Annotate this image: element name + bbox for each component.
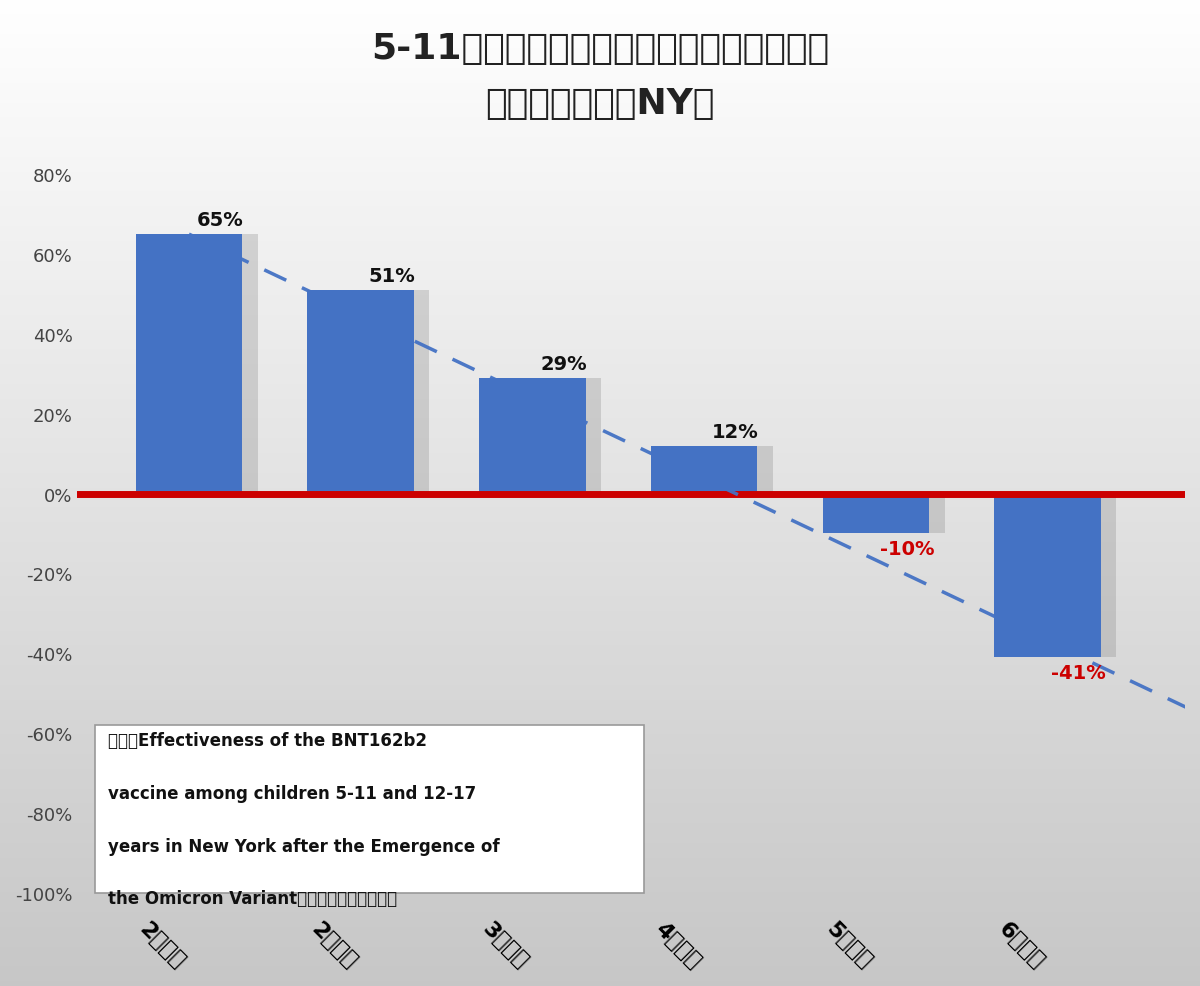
Bar [650,447,757,494]
Text: 65%: 65% [197,211,244,230]
Bar [136,235,242,494]
Bar [995,494,1100,658]
Bar [1010,494,1116,658]
Text: 週ごとの推移：NY州: 週ごとの推移：NY州 [485,87,715,120]
Text: -10%: -10% [880,540,934,559]
FancyBboxPatch shape [95,726,644,892]
Text: 5-11歳ワクチン完全接種後の感染防止効果: 5-11歳ワクチン完全接種後の感染防止効果 [371,32,829,65]
Bar [494,379,601,494]
Bar [323,291,430,494]
Bar [307,291,414,494]
Bar [479,379,586,494]
Text: 出典：Effectiveness of the BNT162b2

vaccine among children 5-11 and 12-17

years i: 出典：Effectiveness of the BNT162b2 vaccine… [108,732,500,907]
Bar [666,447,773,494]
Text: 12%: 12% [712,422,758,442]
Text: -41%: -41% [1051,664,1106,682]
Text: 29%: 29% [540,355,587,374]
Bar [823,494,929,534]
Text: 51%: 51% [368,267,415,286]
Bar [151,235,258,494]
Bar [838,494,944,534]
